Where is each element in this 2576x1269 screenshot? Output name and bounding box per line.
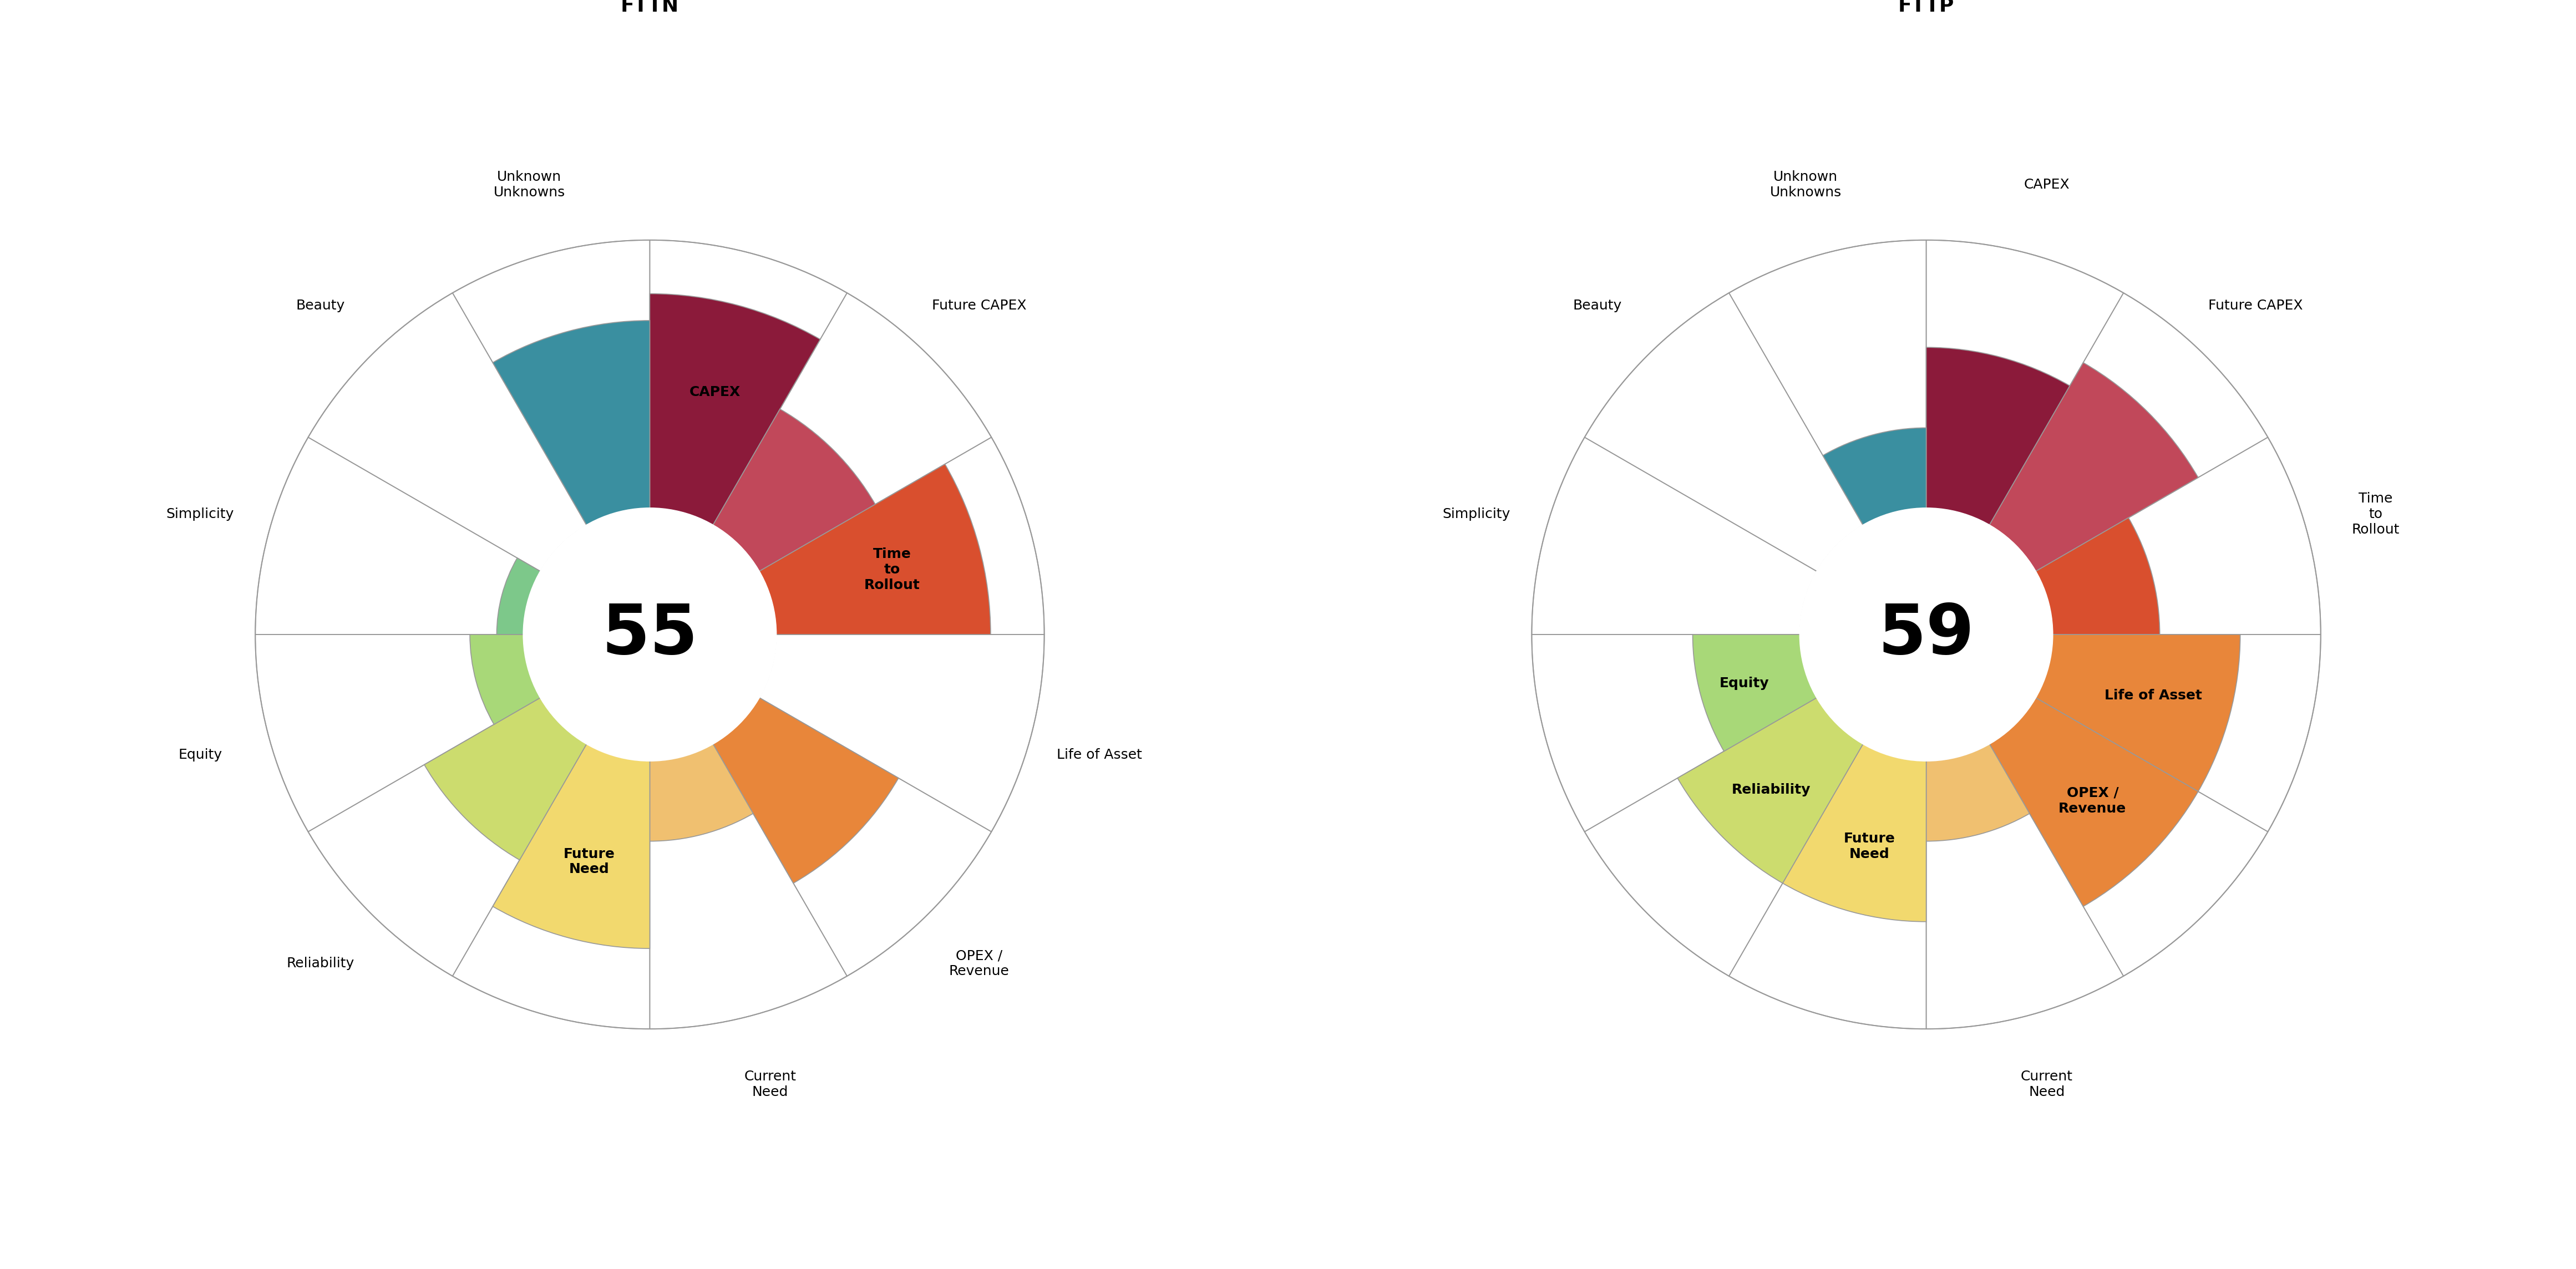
Circle shape: [523, 509, 775, 760]
Text: Future
Need: Future Need: [564, 848, 616, 876]
Wedge shape: [469, 634, 541, 725]
Text: Life of Asset: Life of Asset: [1056, 749, 1141, 761]
Text: CAPEX: CAPEX: [2025, 178, 2069, 192]
Wedge shape: [714, 409, 876, 571]
Wedge shape: [714, 698, 899, 883]
Wedge shape: [760, 464, 992, 634]
Text: Reliability: Reliability: [286, 957, 355, 971]
Title: FTTP: FTTP: [1899, 0, 1955, 15]
Wedge shape: [2035, 634, 2241, 792]
Wedge shape: [649, 293, 819, 525]
Text: Simplicity: Simplicity: [167, 508, 234, 520]
Text: Time
to
Rollout: Time to Rollout: [863, 547, 920, 591]
Wedge shape: [1927, 348, 2069, 525]
Text: Future CAPEX: Future CAPEX: [2208, 298, 2303, 312]
Text: Life of Asset: Life of Asset: [2105, 689, 2202, 702]
Text: 59: 59: [1878, 602, 1973, 667]
Wedge shape: [1677, 698, 1862, 883]
Title: FTTN: FTTN: [621, 0, 680, 15]
Wedge shape: [497, 558, 541, 634]
Text: CAPEX: CAPEX: [690, 386, 739, 398]
Text: Unknown
Unknowns: Unknown Unknowns: [495, 170, 564, 199]
Wedge shape: [1783, 744, 1927, 921]
Text: Beauty: Beauty: [1571, 298, 1620, 312]
Text: Simplicity: Simplicity: [1443, 508, 1510, 520]
Text: Time
to
Rollout: Time to Rollout: [2352, 492, 2401, 536]
Wedge shape: [649, 744, 752, 841]
Text: Equity: Equity: [178, 749, 222, 761]
Wedge shape: [1692, 634, 1816, 751]
Text: Future CAPEX: Future CAPEX: [933, 298, 1025, 312]
Text: Future
Need: Future Need: [1844, 832, 1896, 860]
Wedge shape: [2035, 518, 2159, 634]
Wedge shape: [492, 744, 649, 948]
Wedge shape: [1989, 363, 2197, 571]
Text: 55: 55: [603, 602, 698, 667]
Text: Current
Need: Current Need: [744, 1070, 796, 1099]
Text: Beauty: Beauty: [296, 298, 345, 312]
Text: Current
Need: Current Need: [2020, 1070, 2074, 1099]
Text: Unknown
Unknowns: Unknown Unknowns: [1770, 170, 1842, 199]
Text: Equity: Equity: [1718, 676, 1770, 690]
Wedge shape: [1824, 428, 1927, 525]
Wedge shape: [492, 321, 649, 525]
Wedge shape: [1927, 744, 2030, 841]
Text: OPEX /
Revenue: OPEX / Revenue: [2058, 787, 2125, 815]
Text: Reliability: Reliability: [1731, 783, 1811, 797]
Wedge shape: [425, 698, 587, 860]
Circle shape: [1801, 509, 2053, 760]
Wedge shape: [1989, 698, 2197, 906]
Text: OPEX /
Revenue: OPEX / Revenue: [948, 949, 1010, 978]
